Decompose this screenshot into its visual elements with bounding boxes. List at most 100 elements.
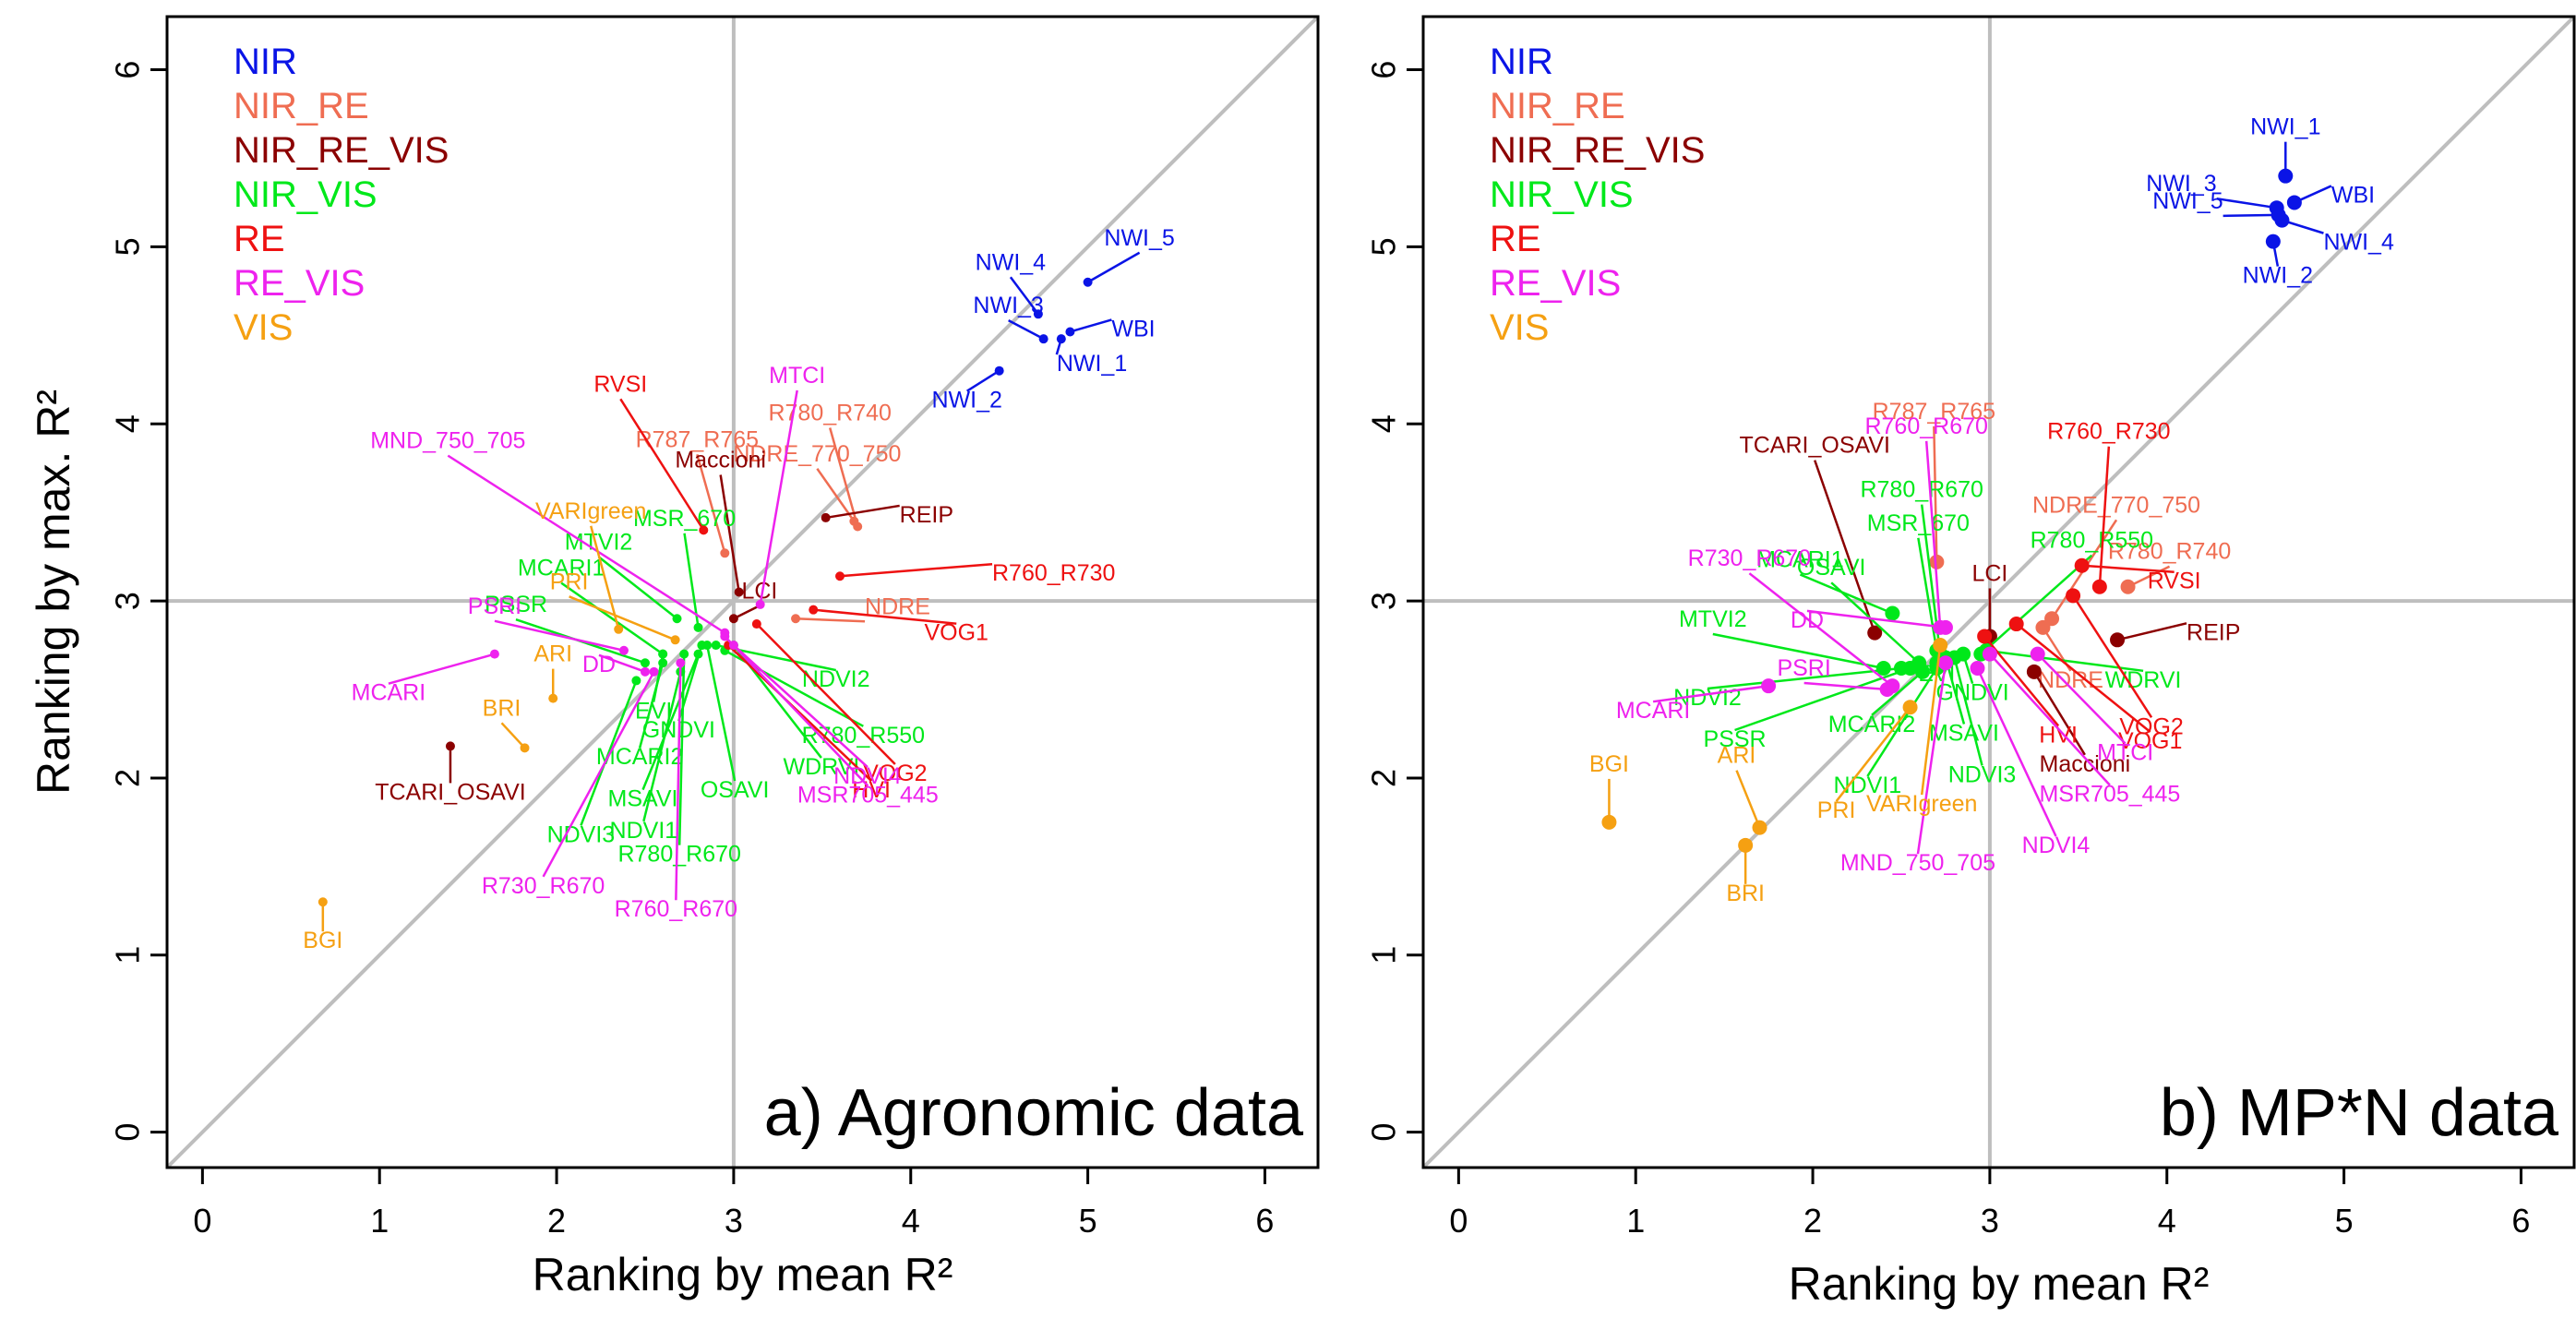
- point-psri: [1879, 682, 1895, 698]
- point-label-psri: PSRI: [1777, 655, 1830, 681]
- point-nwi_1: [2278, 168, 2294, 184]
- y-tick-label: 3: [1365, 592, 1403, 610]
- point-pssr: [1902, 660, 1918, 676]
- point-rvsi: [2074, 557, 2090, 573]
- point-ari: [1752, 820, 1767, 835]
- point-mtci: [755, 599, 765, 609]
- y-tick-label: 1: [109, 946, 147, 965]
- point-label-wdrvi: WDRVI: [2105, 667, 2182, 693]
- x-tick-label: 5: [2335, 1202, 2354, 1240]
- point-label-psri: PSRI: [468, 593, 521, 619]
- point-label-nwi_4: NWI_4: [2323, 230, 2394, 256]
- point-maccioni: [734, 587, 744, 597]
- x-tick-label: 0: [1449, 1202, 1468, 1240]
- point-label-pri: PRI: [1817, 797, 1856, 823]
- point-label-r780_r670: R780_R670: [617, 842, 740, 868]
- x-tick-label: 3: [1981, 1202, 1999, 1240]
- point-label-ndvi2: NDVI2: [802, 666, 870, 692]
- leader-line-pri: [1835, 706, 1911, 802]
- point-rvsi: [699, 525, 709, 535]
- point-msr705_445: [720, 631, 730, 641]
- leader-line-rvsi: [2081, 564, 2175, 573]
- legend-entry-re-vis: RE_VIS: [234, 263, 365, 304]
- point-label-maccioni: Maccioni: [2040, 751, 2131, 777]
- leader-line-reip: [2116, 622, 2187, 641]
- point-label-nwi_2: NWI_2: [931, 388, 1001, 413]
- point-maccioni: [2026, 664, 2042, 679]
- point-ndvi4: [1970, 660, 1985, 676]
- point-label-ari: ARI: [533, 641, 572, 667]
- point-label-mtci: MTCI: [769, 363, 825, 389]
- leader-line-wdrvi: [1985, 649, 2144, 673]
- y-tick-label: 2: [1365, 769, 1403, 787]
- point-msr705_445: [1982, 646, 1997, 662]
- point-reip: [821, 512, 831, 522]
- leader-line-vog1: [2015, 623, 2151, 734]
- point-tcari_osavi: [1867, 625, 1883, 641]
- point-pri: [1902, 700, 1918, 715]
- panel-title: a) Agronomic data: [764, 1076, 1304, 1150]
- point-label-bgi: BGI: [1589, 751, 1629, 777]
- point-varigreen: [614, 624, 624, 634]
- y-tick-label: 5: [1365, 237, 1403, 256]
- leader-line-hvi: [727, 644, 873, 782]
- leader-line-ndre: [796, 617, 866, 623]
- point-mtci: [2030, 646, 2045, 662]
- point-psri: [618, 645, 629, 655]
- point-gndvi: [1956, 646, 1971, 662]
- point-wbi: [1065, 327, 1075, 337]
- point-label-nwi_2: NWI_2: [2243, 263, 2313, 289]
- point-r730_r670: [649, 666, 659, 677]
- point-label-mcari: MCARI: [1616, 698, 1691, 724]
- plot-frame: [165, 15, 1320, 1169]
- panel-b: NWI_1 NWI_3 WBI NWI_5 NWI_4 NWI_2 R787_R765 NDR…: [1365, 15, 2576, 1310]
- point-mcari2: [1915, 664, 1931, 679]
- x-tick-label: 1: [1626, 1202, 1645, 1240]
- legend-entry-nir-re-vis: NIR_RE_VIS: [1490, 130, 1705, 171]
- leader-line-evi: [652, 653, 665, 702]
- point-label-r787_r765: R787_R765: [1873, 399, 1995, 425]
- point-label-msr705_445: MSR705_445: [797, 782, 939, 808]
- point-label-dd: DD: [582, 652, 616, 677]
- leader-line-r760_r730: [2098, 446, 2111, 587]
- x-tick-label: 6: [2511, 1202, 2530, 1240]
- point-label-ndre_770_750: NDRE_770_750: [733, 441, 901, 467]
- legend-entry-nir: NIR: [1490, 42, 1553, 82]
- y-tick-label: 4: [109, 414, 147, 433]
- x-axis-title: Ranking by mean R²: [533, 1249, 953, 1300]
- x-tick-label: 4: [2158, 1202, 2176, 1240]
- legend-entry-nir-vis: NIR_VIS: [1490, 174, 1634, 215]
- point-label-r760_r730: R760_R730: [2047, 419, 2170, 445]
- point-label-r760_r670: R760_R670: [1864, 413, 1987, 439]
- leader-line-mcari1: [1799, 573, 1893, 615]
- leader-line-ari: [1735, 770, 1761, 829]
- leader-line-ndvi3: [1953, 657, 1983, 766]
- point-lci: [728, 614, 738, 624]
- point-label-nwi_5: NWI_5: [2152, 188, 2223, 214]
- x-tick-label: 3: [725, 1202, 743, 1240]
- point-nwi_5: [1083, 277, 1093, 287]
- point-label-mtci: MTCI: [2097, 740, 2153, 766]
- point-vog1: [2008, 617, 2024, 632]
- point-label-ndvi4: NDVI4: [2022, 833, 2091, 858]
- point-ndvi2: [711, 641, 721, 651]
- leader-line-wbi: [1070, 318, 1112, 333]
- leader-line-ndre_770_750: [816, 468, 856, 522]
- point-label-dd: DD: [1791, 607, 1824, 633]
- leader-line-r780_r740: [2127, 565, 2171, 588]
- y-tick-label: 5: [109, 237, 147, 256]
- point-label-osavi: OSAVI: [1797, 555, 1866, 581]
- point-label-r787_r765: R787_R765: [636, 426, 759, 452]
- plot-frame: [1421, 15, 2576, 1169]
- leader-line-msr_670: [1917, 537, 1938, 652]
- point-label-osavi: OSAVI: [701, 777, 770, 803]
- leader-line-mtvi2: [1712, 632, 1885, 670]
- leader-line-r760_r670: [1924, 440, 1942, 628]
- leader-line-r780_r550: [1980, 554, 2093, 655]
- point-wbi: [2286, 195, 2302, 210]
- legend-entry-vis: VIS: [1490, 307, 1549, 348]
- y-tick-label: 2: [109, 769, 147, 787]
- leader-line-nwi_5: [2223, 213, 2279, 218]
- point-label-bri: BRI: [1726, 881, 1765, 906]
- point-label-msr_670: MSR_670: [1867, 510, 1970, 536]
